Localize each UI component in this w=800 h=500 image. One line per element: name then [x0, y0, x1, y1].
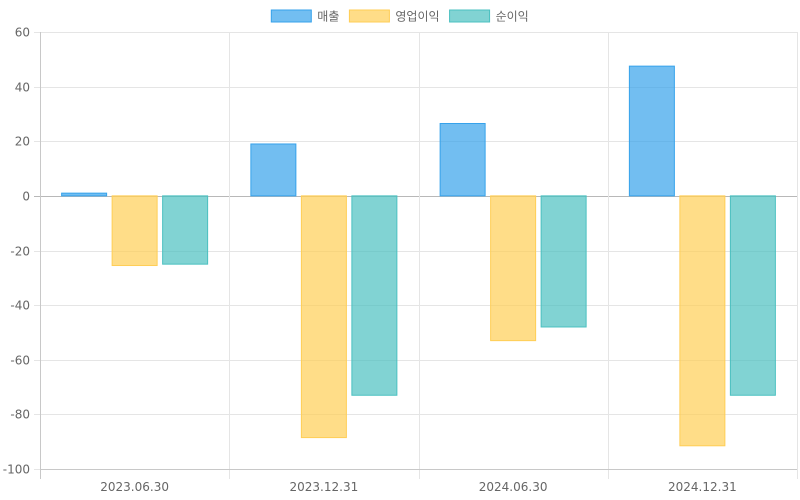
y-tick-label: 20	[15, 135, 30, 149]
bar-3-4	[729, 195, 776, 396]
y-tick-label: -20	[10, 245, 30, 259]
bar-3-3	[540, 195, 587, 328]
legend-label: 매출	[317, 10, 339, 24]
bar-2-4	[679, 195, 726, 447]
legend-label: 영업이익	[395, 10, 439, 24]
bar-1-3	[439, 122, 486, 197]
y-tick-label: 60	[15, 26, 30, 40]
bar-3-1	[162, 195, 209, 265]
bar-1-4	[628, 65, 675, 197]
legend-label: 순이익	[496, 10, 529, 24]
x-tick-label: 2024.12.31	[668, 480, 737, 494]
legend-swatch	[449, 9, 491, 23]
grid-lines	[34, 32, 798, 479]
y-tick-label: -60	[10, 354, 30, 368]
x-tick-label: 2023.06.30	[100, 480, 169, 494]
y-tick-label: -100	[3, 463, 30, 477]
y-tick-label: -40	[10, 299, 30, 313]
bar-1-2	[250, 143, 297, 197]
bars	[61, 65, 776, 447]
y-tick-label: 0	[22, 190, 30, 204]
legend-item: 순이익	[449, 9, 529, 24]
bar-1-1	[61, 192, 108, 197]
bar-2-2	[300, 195, 347, 439]
legend-item: 매출	[270, 9, 339, 24]
bar-2-1	[111, 195, 158, 267]
legend: 매출 영업이익 순이익	[270, 9, 529, 24]
y-tick-label: 40	[15, 81, 30, 95]
axes: 60 40 20 0 -20 -40 -60 -80 -100 2023.06.30 2023.12…	[3, 26, 797, 494]
legend-swatch	[348, 9, 390, 23]
legend-swatch	[270, 9, 312, 23]
bar-3-2	[351, 195, 398, 396]
x-tick-label: 2023.12.31	[290, 480, 359, 494]
y-tick-label: -80	[10, 408, 30, 422]
legend-item: 영업이익	[348, 9, 440, 24]
x-tick-label: 2024.06.30	[479, 480, 548, 494]
bar-2-3	[490, 195, 537, 342]
